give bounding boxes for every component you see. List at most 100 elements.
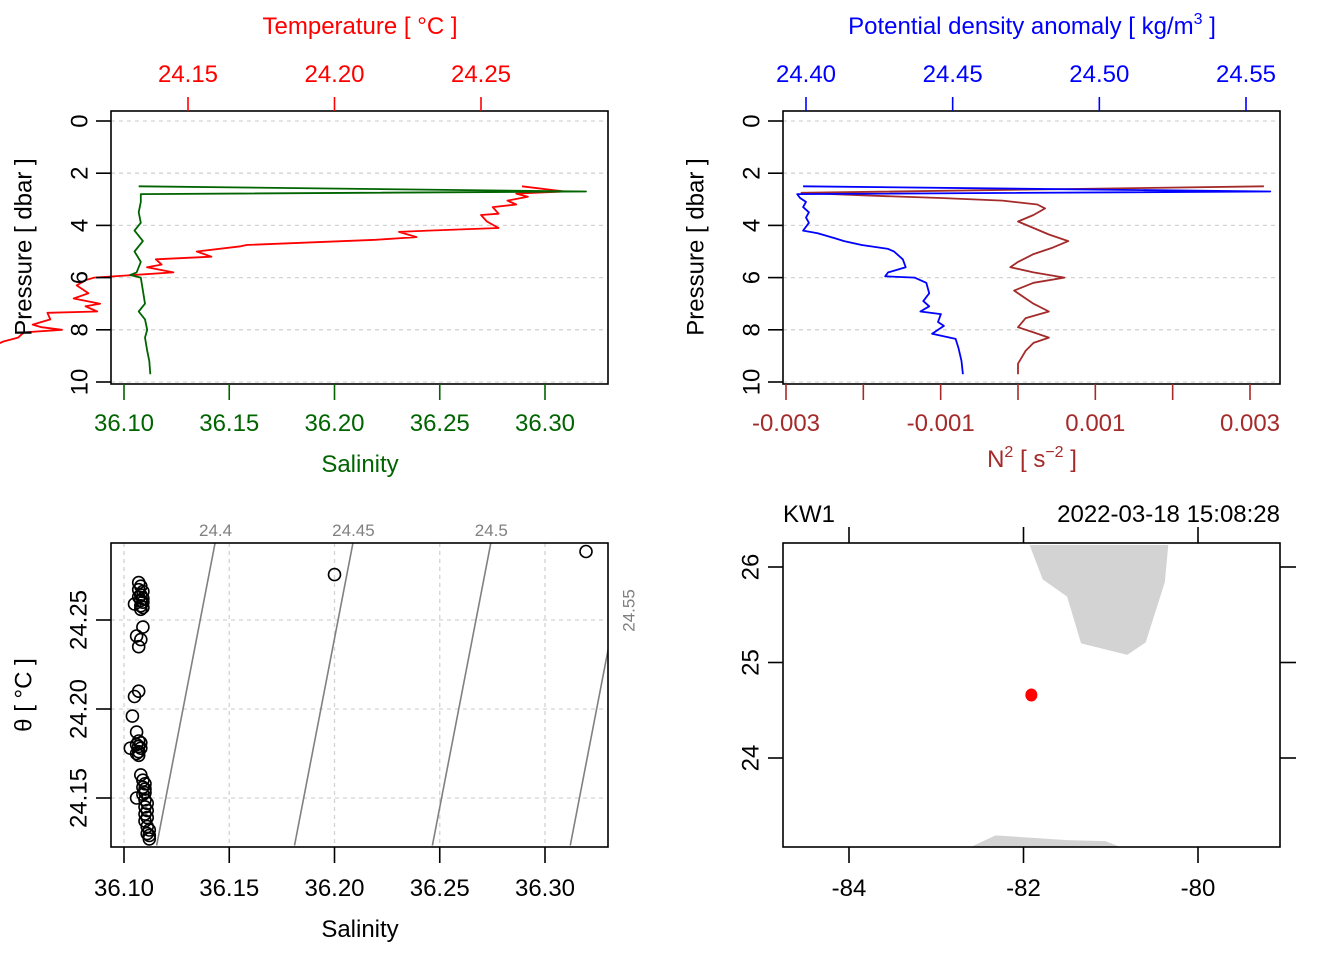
pressure-tick-label: 8: [66, 323, 93, 336]
density-line: [796, 185, 1272, 375]
temperature-line: [0, 185, 566, 345]
bottom-axis-tick-label: 36.20: [304, 410, 364, 437]
ts-gridlines: [111, 543, 608, 847]
ts-point: [138, 792, 152, 807]
salinity-tick-label: 36.10: [94, 875, 154, 902]
salinity-axis: 36.10 36.15 36.20 36.25 36.30: [94, 847, 575, 902]
isopycnal-line: [293, 543, 354, 846]
n2-label-main: N: [987, 446, 1004, 473]
theta-axis: 24.15 24.20 24.25: [65, 590, 111, 828]
latitude-axis: 24 25 26: [737, 554, 1296, 772]
pressure-tick-label: 8: [738, 323, 765, 336]
theta-axis-label: θ [ °C ]: [10, 658, 37, 732]
bottom-axis-tick-label: 36.10: [94, 410, 154, 437]
ts-point: [125, 709, 140, 723]
salinity-tick-label: 36.25: [410, 875, 470, 902]
ts-point: [140, 803, 154, 818]
isopycnal-line: [431, 543, 492, 846]
land-polygon: [971, 835, 1120, 847]
top-axis-tick-label: 24.20: [304, 61, 364, 88]
isopycnal-line: [569, 645, 608, 846]
density-label-main: Potential density anomaly [ kg/m: [848, 13, 1194, 40]
ts-point: [131, 744, 146, 759]
pressure-axis-label: Pressure [ dbar ]: [682, 158, 709, 335]
density-axis-label: Potential density anomaly [ kg/m3 ]: [848, 11, 1216, 40]
theta-tick-label: 24.20: [65, 679, 92, 739]
n2-label-end: ]: [1064, 446, 1077, 473]
bottom-axis-tick-label: 0.001: [1065, 410, 1125, 437]
longitude-axis: -84 -82 -80: [832, 527, 1216, 902]
profile-lines: [796, 185, 1272, 375]
bottom-axis-tick-label: -0.003: [752, 410, 820, 437]
n2-label-sup2: −2: [1045, 444, 1063, 461]
salinity-axis: 36.10 36.15 36.20 36.25 36.30: [94, 384, 575, 437]
ts-point: [129, 629, 144, 643]
ts-point: [327, 567, 342, 582]
bottom-axis-tick-label: 0.003: [1220, 410, 1280, 437]
pressure-tick-label: 0: [738, 114, 765, 127]
n2-axis-label: N2 [ s−2 ]: [987, 444, 1077, 473]
plot-box: [110, 110, 609, 385]
ts-point: [134, 602, 148, 617]
density-label-end: ]: [1203, 13, 1216, 40]
latitude-tick-label: 24: [737, 745, 764, 772]
ts-point: [127, 689, 142, 704]
pressure-gridlines: [111, 120, 608, 383]
pressure-tick-label: 0: [66, 114, 93, 127]
pressure-tick-label: 10: [738, 369, 765, 396]
ts-point: [136, 620, 150, 634]
pressure-tick-label: 4: [738, 219, 765, 232]
station-name: KW1: [783, 501, 835, 528]
station-timestamp: 2022-03-18 15:08:28: [1057, 501, 1280, 528]
longitude-tick-label: -80: [1181, 875, 1216, 902]
plot-box: [110, 542, 609, 848]
ts-point: [134, 598, 148, 613]
latitude-tick-label: 26: [737, 554, 764, 581]
ts-point: [129, 746, 144, 761]
isopycnal-line: [155, 543, 216, 846]
station-marker: [1025, 688, 1038, 702]
top-axis-tick-label: 24.15: [158, 61, 218, 88]
ts-point: [129, 791, 144, 805]
isopycnal-lines: [155, 540, 767, 846]
top-axis-tick-label: 24.50: [1069, 61, 1129, 88]
bottom-axis-tick-label: 36.15: [199, 410, 259, 437]
n2-line: [800, 185, 1264, 375]
temperature-axis-label: Temperature [ °C ]: [263, 13, 458, 40]
ts-point: [131, 748, 146, 763]
pressure-tick-label: 6: [66, 271, 93, 284]
pressure-tick-label: 6: [738, 271, 765, 284]
pressure-tick-label: 4: [66, 219, 93, 232]
pressure-tick-label: 10: [66, 369, 93, 396]
salinity-axis-label: Salinity: [321, 916, 398, 943]
pressure-axis-label: Pressure [ dbar ]: [10, 158, 37, 335]
plot-box: [782, 542, 1281, 848]
ts-point: [142, 832, 157, 846]
top-axis-tick-label: 24.40: [776, 61, 836, 88]
longitude-tick-label: -82: [1006, 875, 1041, 902]
salinity-tick-label: 36.20: [304, 875, 364, 902]
longitude-tick-label: -84: [832, 875, 867, 902]
top-axis-tick-label: 24.45: [923, 61, 983, 88]
temperature-axis: 24.15 24.20 24.25: [158, 61, 511, 111]
ts-point: [579, 544, 593, 559]
land-polygon: [1029, 545, 1169, 655]
pressure-axis: 0 2 4 6 8 10: [66, 114, 111, 395]
top-axis-tick-label: 24.55: [1216, 61, 1276, 88]
plot-box: [782, 110, 1281, 385]
isopycnal-label: 24.5: [475, 521, 508, 540]
isopycnal-line: [708, 540, 767, 845]
ts-point: [131, 739, 146, 754]
density-axis: 24.40 24.45 24.50 24.55: [776, 61, 1276, 111]
ts-point: [131, 639, 146, 654]
salinity-tick-label: 36.30: [515, 875, 575, 902]
profile-lines: [0, 185, 587, 375]
ts-point: [142, 828, 157, 843]
theta-tick-label: 24.25: [65, 590, 92, 650]
n2-axis: -0.003 -0.001 0.001 0.003: [752, 384, 1280, 437]
salinity-line: [129, 185, 587, 375]
